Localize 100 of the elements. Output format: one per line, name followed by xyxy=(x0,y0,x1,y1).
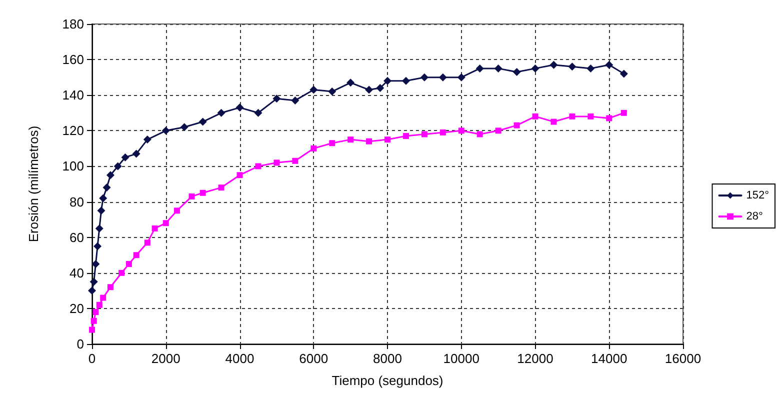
point xyxy=(550,60,558,69)
point xyxy=(348,136,354,143)
x-tick-label: 0 xyxy=(88,351,96,366)
point xyxy=(550,118,557,125)
y-tick-label: 0 xyxy=(76,336,84,352)
point xyxy=(328,88,336,96)
point xyxy=(97,206,106,215)
point xyxy=(476,64,484,72)
y-tick-label: 140 xyxy=(62,88,84,103)
point xyxy=(92,309,99,315)
point xyxy=(310,145,317,152)
point xyxy=(254,108,262,117)
point xyxy=(121,153,130,162)
point xyxy=(89,326,95,333)
point xyxy=(236,104,244,112)
point xyxy=(180,123,188,132)
y-tick-label: 80 xyxy=(70,194,84,210)
point xyxy=(218,184,224,191)
point xyxy=(118,270,125,276)
point xyxy=(620,70,628,78)
point xyxy=(217,108,226,117)
point xyxy=(94,242,102,250)
point xyxy=(532,113,538,120)
point xyxy=(494,64,502,72)
point xyxy=(162,126,170,135)
point xyxy=(569,113,576,120)
point xyxy=(90,278,98,286)
point xyxy=(126,261,132,267)
x-tick-label: 14000 xyxy=(591,351,628,366)
legend-label: 28° xyxy=(746,210,763,222)
point xyxy=(421,131,428,138)
legend-label: 152° xyxy=(746,190,770,202)
point xyxy=(512,68,521,76)
y-tick-label: 160 xyxy=(62,52,84,68)
y-tick-label: 100 xyxy=(62,158,84,174)
y-axis-title: Erosión (milímetros) xyxy=(26,126,41,242)
y-tick-label: 40 xyxy=(70,265,84,280)
point xyxy=(99,194,108,202)
point xyxy=(92,260,100,268)
point xyxy=(440,129,446,136)
x-tick-label: 8000 xyxy=(373,351,402,366)
point xyxy=(132,150,140,158)
point xyxy=(606,115,612,122)
x-tick-label: 10000 xyxy=(443,351,480,366)
x-axis-title: Tiempo (segundos) xyxy=(332,373,444,388)
point xyxy=(457,73,466,82)
point xyxy=(346,78,355,87)
point xyxy=(384,76,392,85)
point xyxy=(329,140,336,146)
point xyxy=(106,171,114,180)
point xyxy=(174,208,180,214)
point xyxy=(95,224,104,232)
point xyxy=(152,225,158,232)
point xyxy=(114,162,122,170)
point xyxy=(495,128,502,134)
y-tick-label: 180 xyxy=(62,16,84,32)
point xyxy=(586,64,595,72)
point xyxy=(133,252,140,258)
point xyxy=(274,160,280,166)
point xyxy=(162,220,169,226)
point xyxy=(420,73,428,82)
point xyxy=(402,76,410,85)
point xyxy=(188,193,195,200)
point xyxy=(514,122,520,128)
y-tick-label: 20 xyxy=(70,300,84,316)
point xyxy=(458,128,464,134)
point xyxy=(366,138,372,144)
point xyxy=(568,62,576,71)
point xyxy=(200,190,206,196)
point xyxy=(236,172,243,178)
point xyxy=(402,133,409,139)
x-tick-label: 16000 xyxy=(664,351,702,366)
point xyxy=(605,60,614,69)
point xyxy=(255,163,262,170)
point xyxy=(310,86,318,94)
point xyxy=(90,318,97,324)
point xyxy=(376,84,384,92)
point xyxy=(292,158,298,164)
x-tick-label: 4000 xyxy=(225,351,254,366)
point xyxy=(588,113,594,120)
point xyxy=(88,286,96,295)
point xyxy=(144,240,150,246)
x-tick-label: 6000 xyxy=(299,351,328,366)
point xyxy=(198,118,207,126)
point xyxy=(476,131,483,138)
y-tick-label: 120 xyxy=(62,123,84,138)
point xyxy=(100,294,106,301)
y-tick-label: 60 xyxy=(70,230,84,245)
point xyxy=(365,86,374,94)
point xyxy=(107,284,114,290)
point xyxy=(143,136,152,144)
point xyxy=(531,64,540,72)
point xyxy=(272,94,281,103)
point xyxy=(620,110,627,116)
x-tick-label: 2000 xyxy=(151,351,180,366)
point xyxy=(96,302,102,308)
point xyxy=(438,73,447,82)
x-tick-label: 12000 xyxy=(517,351,554,366)
point xyxy=(291,96,300,104)
point xyxy=(102,184,111,192)
